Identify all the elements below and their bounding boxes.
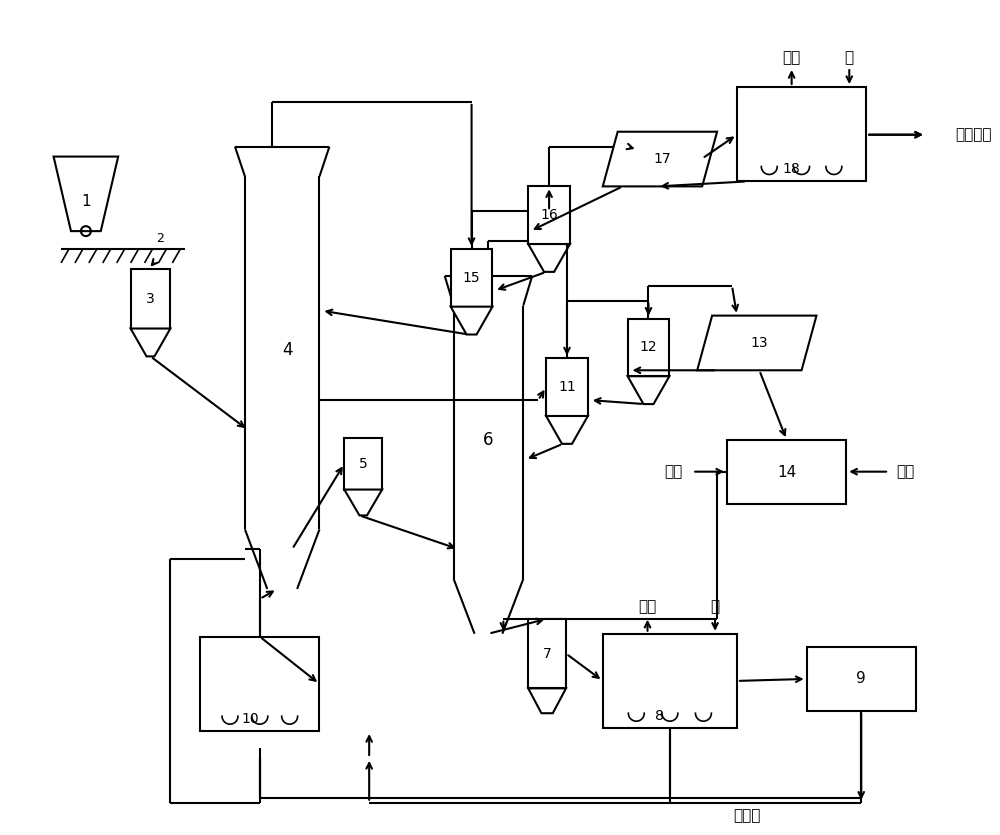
Text: 废气排放: 废气排放: [956, 127, 992, 142]
Polygon shape: [528, 244, 570, 272]
Bar: [807, 646, 916, 711]
Polygon shape: [546, 416, 588, 444]
Bar: [131, 269, 170, 328]
Text: 7: 7: [543, 646, 551, 660]
Text: 3: 3: [146, 291, 155, 306]
Polygon shape: [628, 377, 669, 404]
Text: 16: 16: [540, 208, 558, 222]
Bar: [628, 319, 669, 377]
Polygon shape: [528, 688, 566, 713]
Text: 12: 12: [640, 341, 657, 354]
Text: 蒸汽: 蒸汽: [638, 600, 657, 615]
Text: 煤气: 煤气: [896, 464, 914, 479]
Bar: [451, 249, 492, 306]
Text: 混合气: 混合气: [733, 808, 761, 823]
Text: 水: 水: [845, 49, 854, 64]
Text: 4: 4: [282, 342, 292, 359]
Bar: [528, 619, 566, 688]
Text: 14: 14: [777, 464, 796, 479]
Text: 8: 8: [655, 709, 664, 723]
Text: 2: 2: [156, 231, 164, 245]
Text: 水: 水: [711, 600, 720, 615]
Text: 10: 10: [241, 712, 259, 726]
Text: 17: 17: [654, 152, 671, 166]
Polygon shape: [697, 316, 816, 370]
Polygon shape: [54, 157, 118, 231]
Bar: [528, 186, 570, 244]
Bar: [344, 438, 382, 489]
Text: 6: 6: [483, 431, 494, 449]
Text: 5: 5: [359, 457, 368, 471]
Text: 13: 13: [751, 336, 768, 350]
Text: 蒸汽: 蒸汽: [783, 49, 801, 64]
Bar: [737, 87, 866, 181]
Text: 18: 18: [783, 163, 801, 176]
Polygon shape: [344, 489, 382, 515]
Text: 11: 11: [558, 380, 576, 394]
Bar: [546, 358, 588, 416]
Bar: [603, 634, 737, 728]
Text: 1: 1: [81, 194, 91, 209]
Text: 空气: 空气: [664, 464, 682, 479]
Text: 9: 9: [856, 671, 866, 686]
Polygon shape: [603, 132, 717, 186]
Polygon shape: [131, 328, 170, 357]
Text: 15: 15: [463, 271, 480, 285]
Bar: [200, 636, 319, 731]
Bar: [727, 440, 846, 504]
Polygon shape: [451, 306, 492, 335]
